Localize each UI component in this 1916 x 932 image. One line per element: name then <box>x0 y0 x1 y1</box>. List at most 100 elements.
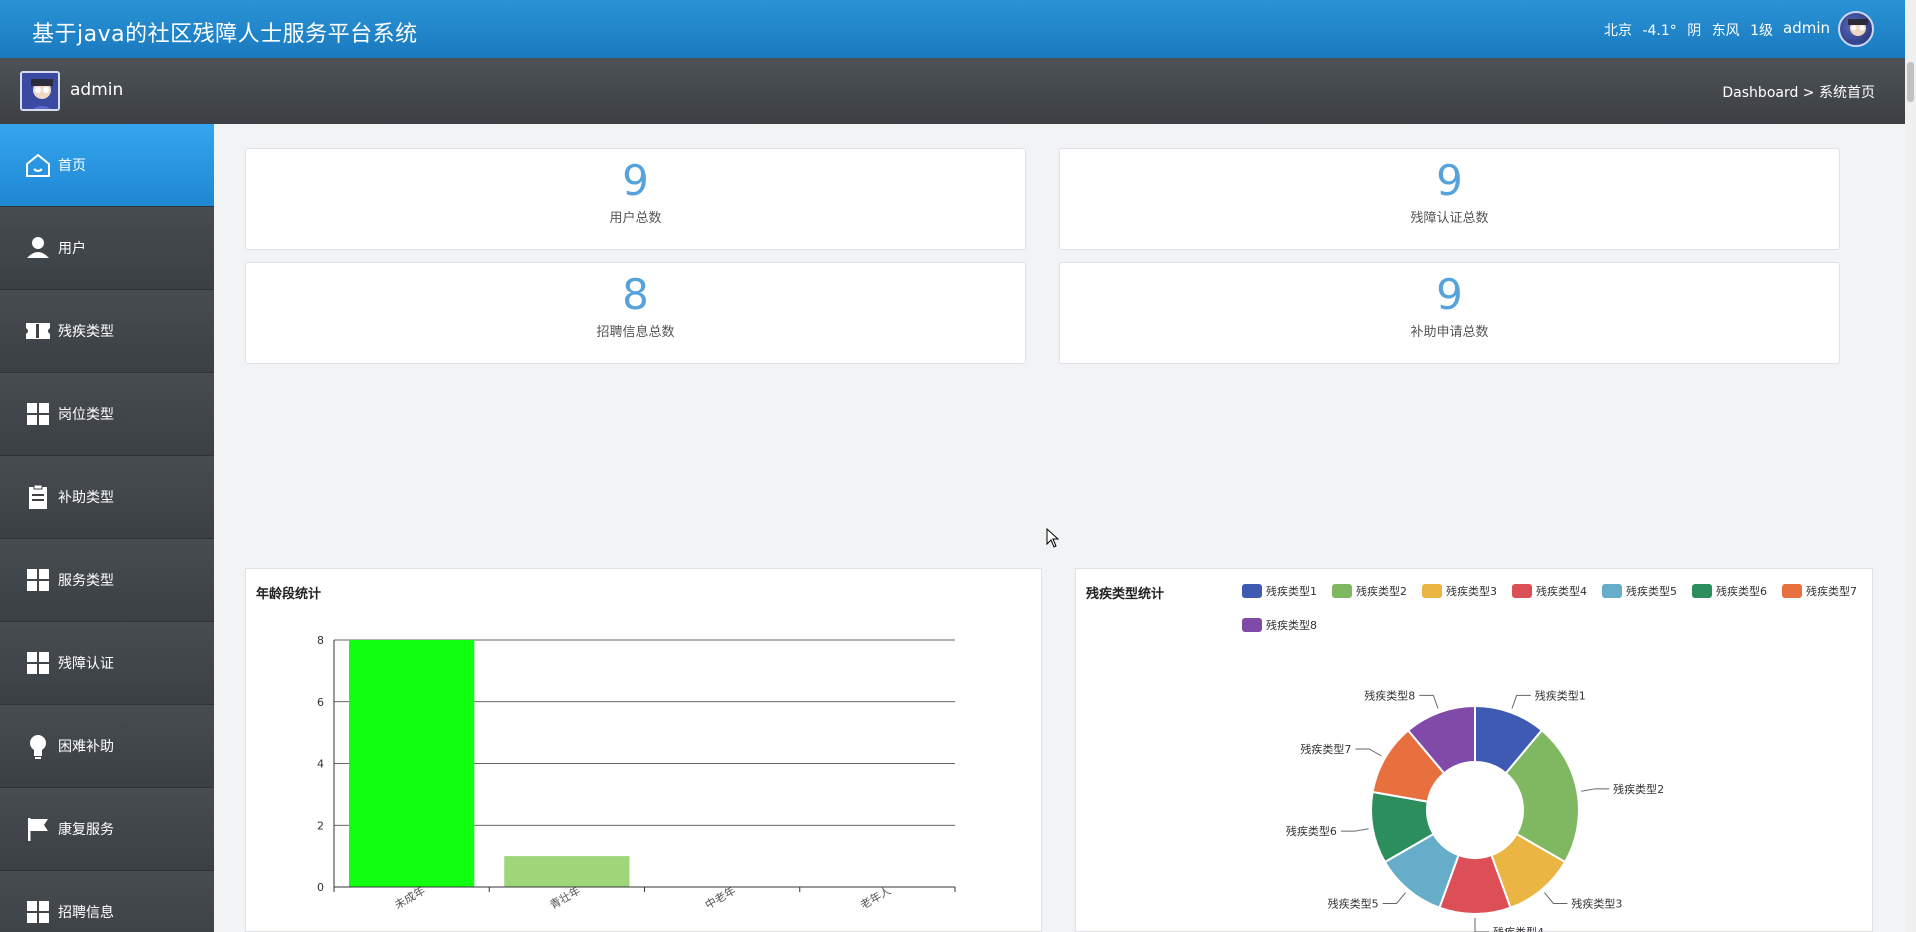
user-bar: admin Dashboard > 系统首页 <box>0 58 1905 124</box>
x-tick-label: 未成年 <box>392 883 428 912</box>
y-tick-label: 0 <box>317 881 324 894</box>
legend-swatch <box>1242 618 1262 632</box>
pie-label: 残疾类型1 <box>1535 688 1586 702</box>
weather-wind: 东风 <box>1711 23 1740 39</box>
stat-card-subsidy-applications: 9 补助申请总数 <box>1059 262 1840 364</box>
bar <box>349 640 475 887</box>
sidebar-avatar <box>20 71 60 111</box>
weather-condition: 阴 <box>1687 23 1702 39</box>
stat-label: 残障认证总数 <box>1410 211 1489 226</box>
flag-icon <box>24 815 52 843</box>
grid-icon <box>24 898 52 926</box>
pie-label: 残疾类型8 <box>1364 688 1415 702</box>
pie-slice <box>1406 704 1476 775</box>
sidebar-item-service-type[interactable]: 服务类型 <box>0 539 214 622</box>
pie-label: 残疾类型5 <box>1328 896 1379 910</box>
age-chart-panel: 年龄段统计 0 2 4 6 8 未成年 青壮年 中老年 老年人 <box>245 568 1042 932</box>
legend-swatch <box>1782 584 1802 598</box>
pie-label-line <box>1419 694 1439 709</box>
legend-label: 残疾类型2 <box>1356 584 1407 598</box>
pie-label-line <box>1581 788 1610 792</box>
legend-swatch <box>1332 584 1352 598</box>
legend-label: 残疾类型4 <box>1536 584 1587 598</box>
grid-icon <box>24 400 52 428</box>
pie-slice <box>1504 728 1580 864</box>
legend-label: 残疾类型1 <box>1266 584 1317 598</box>
stat-card-users: 9 用户总数 <box>245 148 1026 250</box>
pie-label: 残疾类型7 <box>1300 742 1351 756</box>
donut-hole <box>1428 763 1522 857</box>
disability-pie-chart: 残疾类型1 残疾类型2 残疾类型3 残疾类型4 残疾类型5 残疾类型6 残疾类型7 残疾类型8… <box>1242 584 1857 932</box>
y-tick-label: 8 <box>317 634 324 647</box>
sidebar-item-label: 用户 <box>58 241 86 257</box>
legend-label: 残疾类型3 <box>1446 584 1497 598</box>
legend-swatch <box>1422 584 1442 598</box>
legend-label: 残疾类型8 <box>1266 618 1317 632</box>
weather-temp: -4.1° <box>1642 23 1677 39</box>
sidebar-item-hardship-subsidy[interactable]: 困难补助 <box>0 705 214 788</box>
grid-icon <box>24 566 52 594</box>
legend-swatch <box>1602 584 1622 598</box>
sidebar-item-home[interactable]: 首页 <box>0 124 214 207</box>
sidebar-item-label: 服务类型 <box>58 573 114 589</box>
sidebar-item-label: 康复服务 <box>58 822 114 838</box>
disability-chart-panel: 残疾类型统计 残疾类型1 残疾类型2 残疾类型3 残疾类型4 残疾类型5 残疾类型6 残疾类… <box>1075 568 1873 932</box>
home-icon <box>24 151 52 179</box>
page-scrollbar[interactable] <box>1905 0 1916 932</box>
sidebar-item-rehab-service[interactable]: 康复服务 <box>0 788 214 871</box>
sidebar-item-subsidy-type[interactable]: 补助类型 <box>0 456 214 539</box>
legend-swatch <box>1512 584 1532 598</box>
sidebar-item-job-type[interactable]: 岗位类型 <box>0 373 214 456</box>
legend-label: 残疾类型5 <box>1626 584 1677 598</box>
scrollbar-thumb[interactable] <box>1907 62 1914 102</box>
sidebar-item-certification[interactable]: 残障认证 <box>0 622 214 705</box>
header-avatar[interactable] <box>1838 11 1874 47</box>
legend-label: 残疾类型6 <box>1716 584 1767 598</box>
weather-widget: 北京 -4.1° 阴 东风 1级 <box>1604 20 1779 40</box>
pie-label-line <box>1474 918 1489 932</box>
chart-title: 残疾类型统计 <box>1086 587 1165 602</box>
x-tick-label: 中老年 <box>702 883 738 912</box>
pie-label: 残疾类型6 <box>1286 824 1337 838</box>
y-tick-label: 4 <box>317 758 324 771</box>
sidebar-item-label: 招聘信息 <box>58 905 114 921</box>
sidebar-item-disability-type[interactable]: 残疾类型 <box>0 290 214 373</box>
sidebar-item-label: 残疾类型 <box>58 324 114 340</box>
stat-label: 用户总数 <box>609 211 662 226</box>
y-tick-label: 6 <box>317 696 324 709</box>
top-header: 基于java的社区残障人士服务平台系统 北京 -4.1° 阴 东风 1级 adm… <box>0 0 1905 58</box>
sidebar-item-user[interactable]: 用户 <box>0 207 214 290</box>
age-bar-chart: 0 2 4 6 8 未成年 青壮年 中老年 老年人 <box>317 634 956 912</box>
app-title: 基于java的社区残障人士服务平台系统 <box>32 22 418 47</box>
bulb-icon <box>24 732 52 760</box>
pie-label-line <box>1340 828 1369 832</box>
stat-label: 补助申请总数 <box>1410 325 1489 340</box>
pie-label: 残疾类型2 <box>1613 782 1664 796</box>
pie-label-line <box>1355 748 1382 757</box>
stat-card-recruitment: 8 招聘信息总数 <box>245 262 1026 364</box>
weather-city: 北京 <box>1604 23 1632 39</box>
sidebar-item-recruitment[interactable]: 招聘信息 <box>0 871 214 932</box>
grid-icon <box>24 649 52 677</box>
legend-swatch <box>1692 584 1712 598</box>
pie-label-line <box>1544 892 1568 904</box>
stat-label: 招聘信息总数 <box>596 325 675 340</box>
weather-level: 1级 <box>1750 23 1774 39</box>
pie-label-line <box>1382 892 1406 904</box>
clipboard-icon <box>24 483 52 511</box>
header-username[interactable]: admin <box>1783 19 1830 37</box>
ticket-icon <box>24 317 52 345</box>
legend-label: 残疾类型7 <box>1806 584 1857 598</box>
stat-value: 9 <box>1436 270 1463 319</box>
mouse-cursor <box>1046 527 1060 552</box>
sidebar-item-label: 补助类型 <box>58 490 114 506</box>
sidebar-item-label: 困难补助 <box>58 739 114 755</box>
pie-label: 残疾类型4 <box>1493 925 1544 932</box>
stat-card-certifications: 9 残障认证总数 <box>1059 148 1840 250</box>
sidebar-item-label: 岗位类型 <box>58 407 114 423</box>
sidebar-username: admin <box>70 80 124 100</box>
pie-label-line <box>1511 694 1531 709</box>
user-icon <box>24 234 52 262</box>
stat-value: 9 <box>1436 156 1463 205</box>
sidebar: 首页 用户 残疾类型 岗位类型 补助类型 服务类型 残障认证 <box>0 124 214 932</box>
